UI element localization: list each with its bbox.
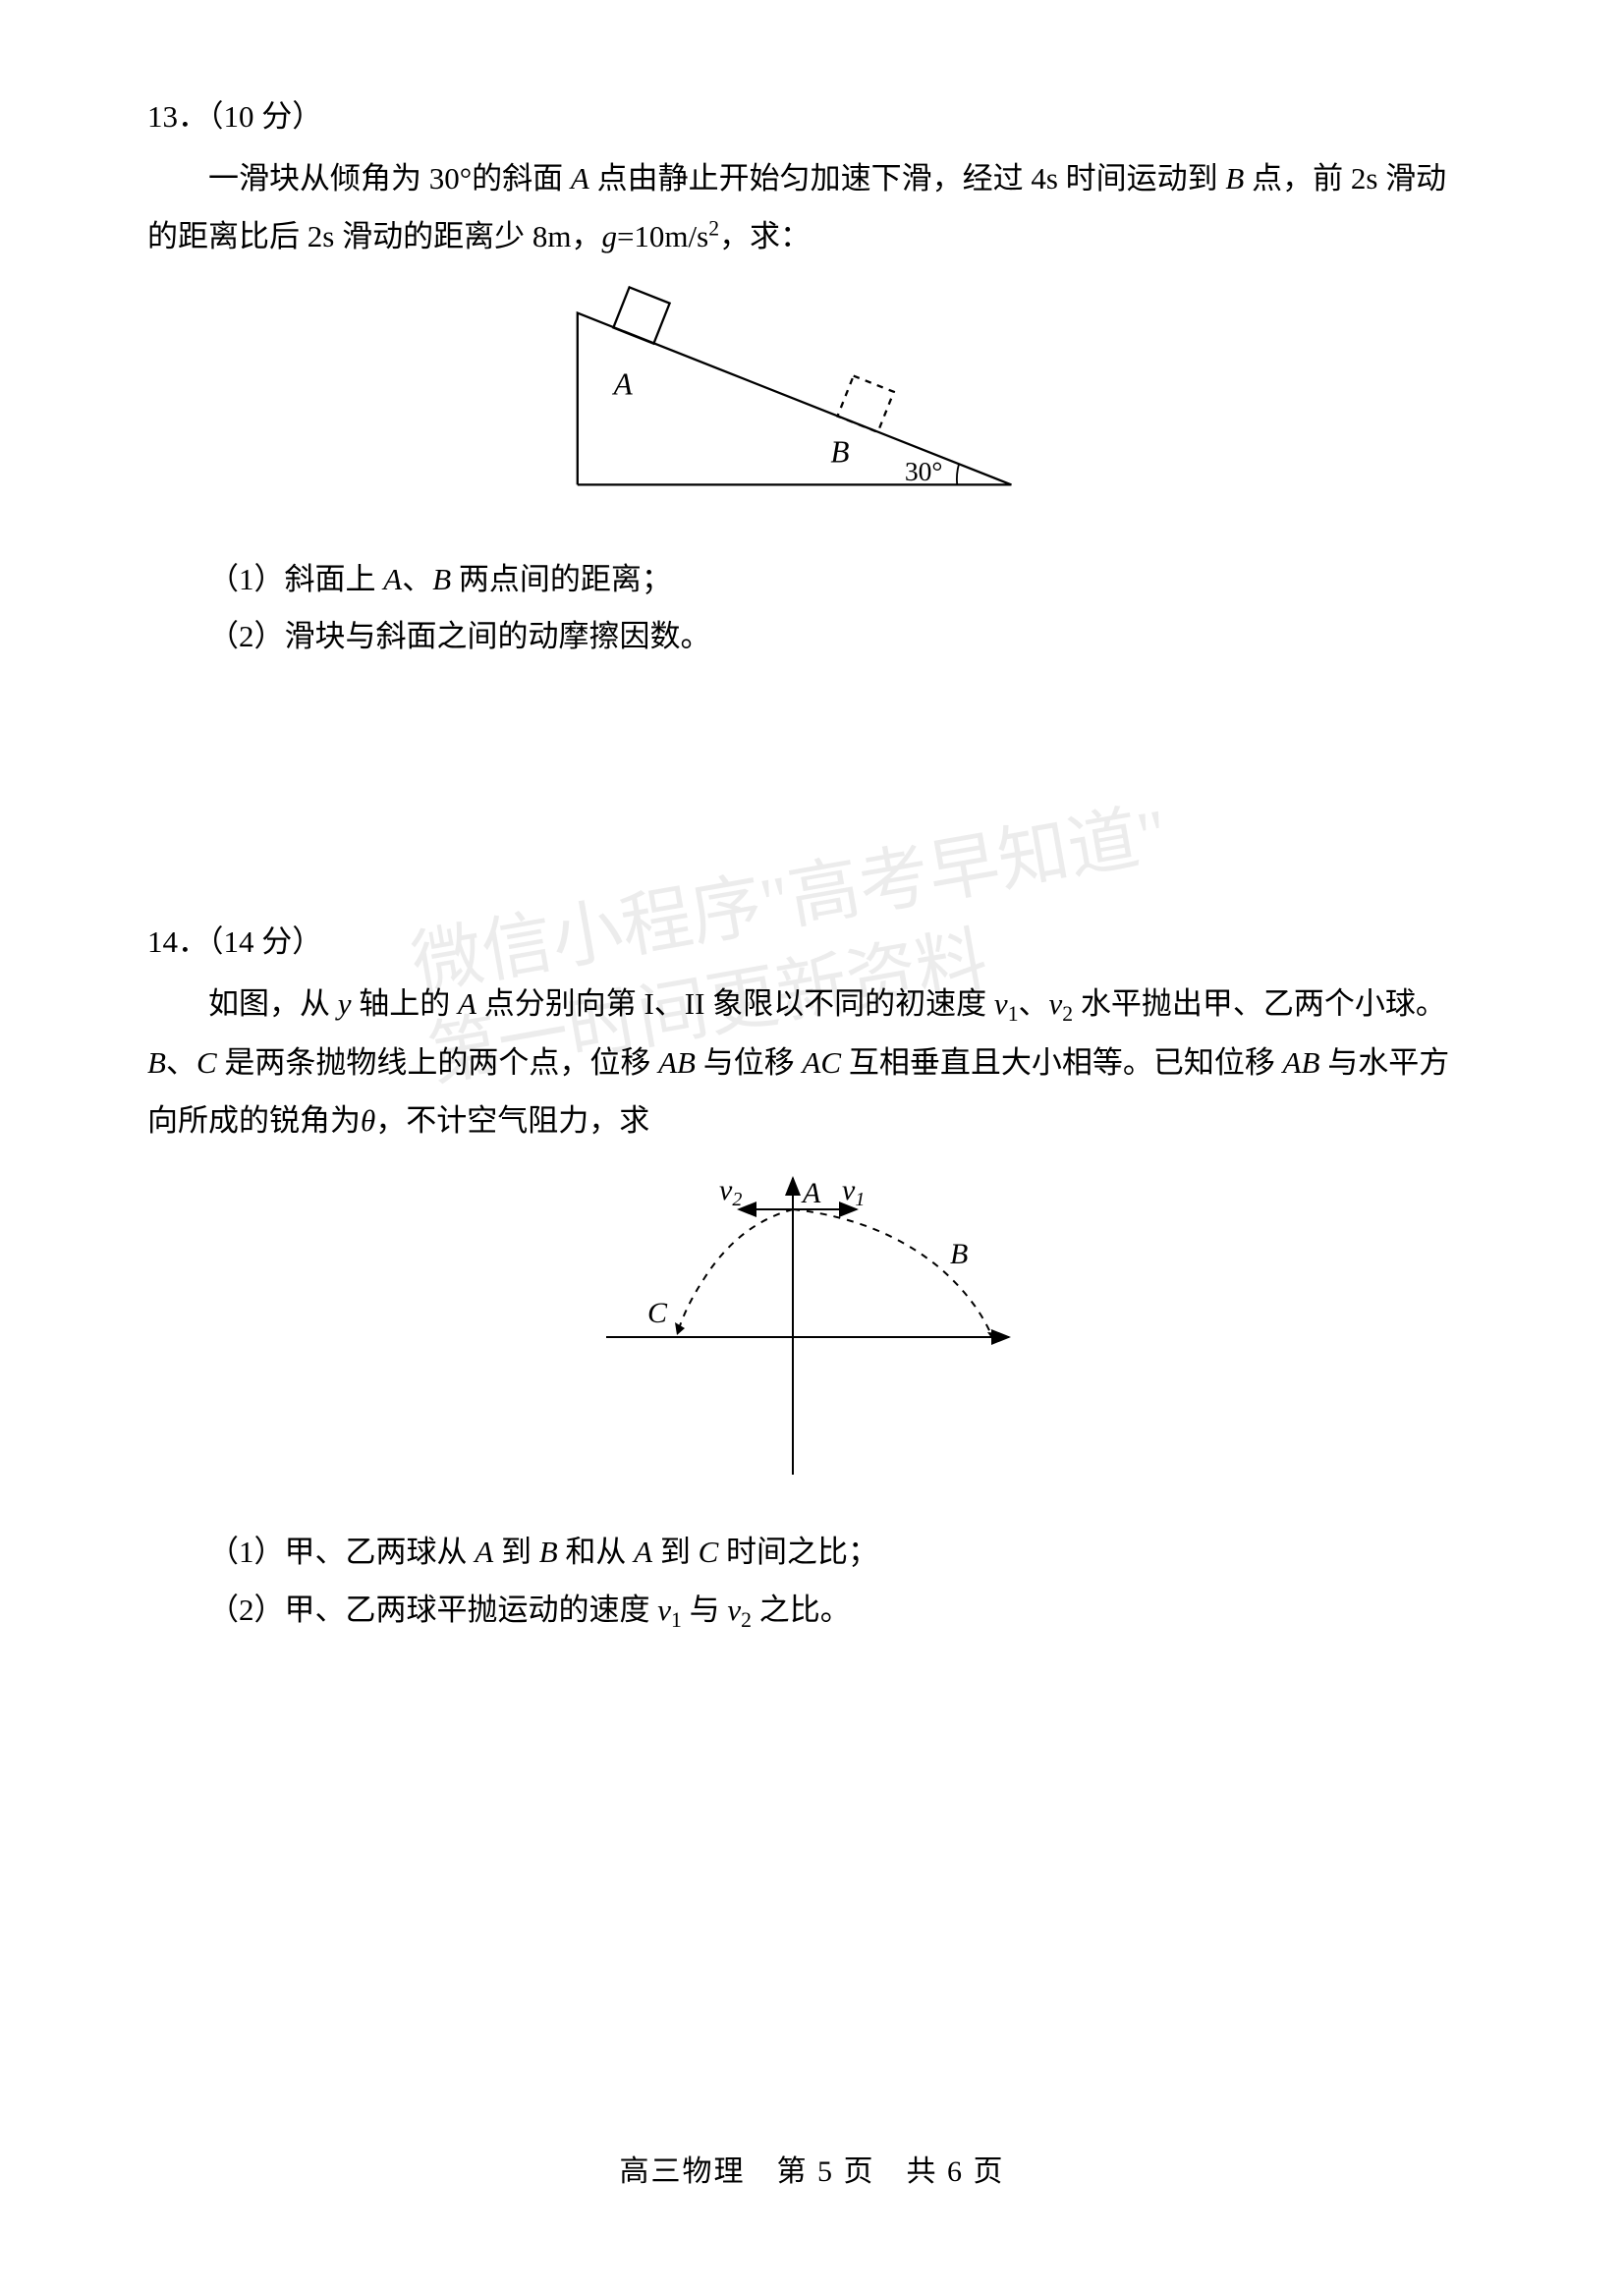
problem-13-q1: （1）斜面上 A、B 两点间的距离；	[147, 551, 1477, 609]
label-v1: v1	[842, 1174, 865, 1210]
label-c-p14: C	[647, 1297, 668, 1329]
projectile-diagram: A v1 v2 B C	[587, 1170, 1038, 1484]
problem-14: 14．（14 分） 如图，从 y 轴上的 A 点分别向第 I、II 象限以不同的…	[147, 914, 1477, 1641]
label-a: A	[611, 366, 633, 401]
problem-14-header: 14．（14 分）	[147, 914, 1477, 972]
angle-label: 30°	[904, 455, 942, 485]
problem-13-figure: 30° A B	[147, 286, 1477, 531]
problem-13-header: 13．（10 分）	[147, 88, 1477, 146]
label-b: B	[830, 434, 849, 469]
problem-14-figure: A v1 v2 B C	[147, 1170, 1477, 1504]
problem-14-q1: （1）甲、乙两球从 A 到 B 和从 A 到 C 时间之比；	[147, 1524, 1477, 1582]
problem-13-body: 一滑块从倾角为 30°的斜面 A 点由静止开始匀加速下滑，经过 4s 时间运动到…	[147, 150, 1477, 266]
problem-14-questions: （1）甲、乙两球从 A 到 B 和从 A 到 C 时间之比； （2）甲、乙两球平…	[147, 1524, 1477, 1641]
block-a	[613, 287, 669, 343]
problem-13-questions: （1）斜面上 A、B 两点间的距离； （2）滑块与斜面之间的动摩擦因数。	[147, 551, 1477, 667]
problem-14-q2: （2）甲、乙两球平抛运动的速度 v1 与 v2 之比。	[147, 1582, 1477, 1641]
problem-13-number: 13．	[147, 99, 208, 134]
problem-13-points: （10 分）	[208, 99, 322, 134]
parabola-right	[793, 1209, 994, 1342]
block-b-dashed	[837, 375, 893, 431]
problem-13: 13．（10 分） 一滑块从倾角为 30°的斜面 A 点由静止开始匀加速下滑，经…	[147, 88, 1477, 666]
parabola-left	[677, 1209, 793, 1335]
incline-diagram: 30° A B	[547, 286, 1078, 512]
label-b-p14: B	[950, 1238, 968, 1270]
problem-14-number: 14．	[147, 924, 208, 959]
label-v2: v2	[719, 1174, 742, 1210]
problem-14-points: （14 分）	[208, 924, 322, 959]
problem-13-q2: （2）滑块与斜面之间的动摩擦因数。	[147, 608, 1477, 666]
label-a-p14: A	[801, 1177, 821, 1209]
page-footer: 高三物理 第 5 页 共 6 页	[0, 2147, 1624, 2190]
problem-14-body: 如图，从 y 轴上的 A 点分别向第 I、II 象限以不同的初速度 v1、v2 …	[147, 976, 1477, 1150]
angle-arc	[956, 464, 958, 484]
